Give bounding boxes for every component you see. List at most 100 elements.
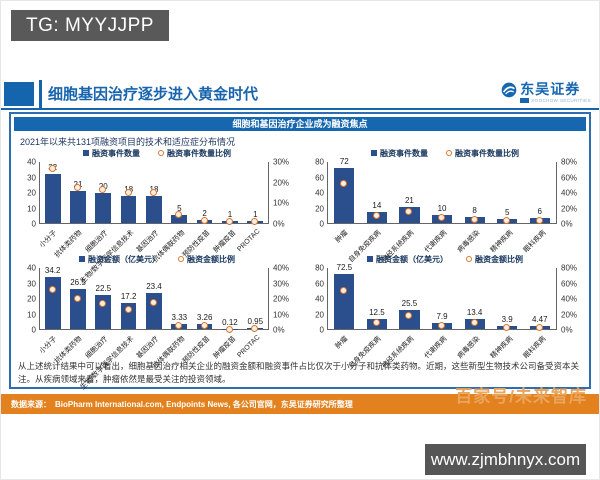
right-axis-ticks: 30% 20% 10% 0% <box>269 158 299 229</box>
legend-item: 融资事件数量 <box>371 148 428 159</box>
x-label-slot: 代谢疾病 <box>424 225 459 254</box>
bar-value-label: 22.5 <box>95 283 112 293</box>
legend-label: 融资事件数量 <box>380 148 428 158</box>
percent-marker <box>48 286 56 294</box>
x-axis-label: 病毒感染 <box>456 335 482 361</box>
axis-tick-label: 20 <box>315 310 324 319</box>
bar-slot: 34.2 <box>40 266 65 329</box>
bar-value-label: 26.5 <box>70 277 86 287</box>
left-axis-ticks: 80 60 40 20 0 <box>303 264 327 335</box>
axis-tick-label: 60 <box>315 173 324 182</box>
axis-tick-label: 10% <box>273 310 290 319</box>
bar-slot: 8 <box>458 162 491 223</box>
legend-label: 融资事件数量比例 <box>167 148 231 158</box>
x-label-slot: 精神疾病 <box>489 225 524 254</box>
percent-marker <box>503 217 511 225</box>
legend-label: 融资金额（亿美元） <box>88 254 160 264</box>
chart-funding-events-by-technology: 融资事件数量融资事件数量比例4030201003221201818521130%… <box>15 147 299 286</box>
bar-slot: 6 <box>523 162 556 224</box>
bar-slot: 5 <box>167 162 192 223</box>
bar <box>171 215 188 223</box>
axis-tick-label: 40 <box>27 157 36 167</box>
chart-funding-events-by-disease: 融资事件数量 融资事件数量比例 80 60 40 20 0 72 14 21 10 8 5 6 80% 60%… <box>303 147 587 265</box>
chart-group-subtitle: 2021年以来共131项融资项目的技术和适应症分布情况 <box>20 137 236 147</box>
bar-value-label: 1 <box>253 210 258 220</box>
axis-tick-label: 20% <box>561 310 578 319</box>
percent-marker <box>251 218 259 226</box>
bar-slot: 1 <box>217 162 242 226</box>
soochow-securities-logo: 东吴证券 SOOCHOW SECURITIES <box>501 82 591 103</box>
left-axis-ticks: 40 30 20 10 0 <box>15 264 39 335</box>
x-axis-labels: 小分子 抗体类药物 细胞治疗 生物/数字医学信息技术 基因治疗 抗体偶联药物 预防性疫苗 肿瘤… <box>38 331 269 391</box>
left-axis-ticks: 80 60 40 20 0 <box>303 158 327 229</box>
bar <box>334 273 355 329</box>
x-axis-labels: 小分子 抗体类药物 细胞治疗 生物/数字医学信息技术 基因治疗 抗体偶联药物 预防性疫苗 肿瘤… <box>38 225 270 285</box>
plot: 32212018185211 <box>39 162 269 226</box>
chart-funding-amount-by-technology: 融资金额（亿美元） 融资金额比例 40 30 20 10 0 34.2 26.5 22.5 17.2… <box>15 253 299 392</box>
percent-marker <box>175 322 183 330</box>
percent-marker <box>48 164 56 172</box>
legend-item: 融资金额（亿美元） <box>367 254 448 265</box>
percent-marker <box>149 298 157 306</box>
axis-tick-label: 40% <box>273 263 290 273</box>
bar-value-label: 21 <box>404 196 414 205</box>
chart-legend: 融资事件数量 融资事件数量比例 <box>303 147 587 159</box>
bar-slot: 0.12 <box>217 268 242 333</box>
x-label-slot: 精神疾病 <box>489 331 524 360</box>
bar-value-label: 72 <box>339 157 349 167</box>
percent-marker <box>405 208 413 216</box>
percent-marker <box>503 323 511 331</box>
section-banner: 细胞和基因治疗企业成为融资焦点 <box>14 117 586 131</box>
bar-slot: 3.9 <box>491 268 524 331</box>
bar <box>95 192 112 223</box>
axis-tick-label: 20% <box>273 294 290 304</box>
bar-series-icon <box>79 256 85 262</box>
right-axis-ticks: 40% 30% 20% 10% 0% <box>269 264 299 335</box>
x-label-slot: 眼科疾病 <box>522 225 557 254</box>
x-label-slot: 神经系统疾病 <box>381 331 426 370</box>
x-label-slot: 肿瘤 <box>327 331 360 353</box>
bar-slot: 12.5 <box>361 268 394 329</box>
percent-series-icon <box>446 150 452 156</box>
legend-label: 融资金额比例 <box>475 254 523 264</box>
bar <box>399 207 420 223</box>
x-label-slot: 代谢疾病 <box>424 331 459 360</box>
percent-marker <box>99 185 107 193</box>
axis-tick-label: 40% <box>561 294 578 304</box>
bar-slot: 0.95 <box>243 268 268 332</box>
legend-label: 融资金额比例 <box>187 254 235 264</box>
bar-value-label: 8 <box>472 205 477 215</box>
bar <box>44 276 61 329</box>
x-axis-label: 肿瘤 <box>334 335 350 351</box>
bar-value-label: 23.4 <box>146 282 162 292</box>
percent-marker <box>438 214 446 222</box>
bar-value-label: 7.9 <box>436 311 448 321</box>
percent-marker <box>225 325 233 333</box>
bar-value-label: 13.4 <box>466 307 483 317</box>
bar-slot: 5 <box>491 162 524 225</box>
plot-area: 40 30 20 10 0 34.2 26.5 22.5 17.2 23.4 3.33 3.26 0.1… <box>15 264 299 335</box>
bar-slot: 72.5 <box>328 263 361 329</box>
percent-marker <box>438 321 446 329</box>
axis-tick-label: 60% <box>561 279 578 288</box>
axis-tick-label: 40 <box>315 294 324 304</box>
percent-marker <box>73 183 81 191</box>
bar-slot: 72 <box>328 157 361 223</box>
logo-chip <box>520 98 530 103</box>
percent-marker <box>372 319 380 327</box>
bar <box>44 174 61 223</box>
bar-value-label: 1 <box>227 210 233 220</box>
x-label-slot: PROTAC <box>236 225 270 253</box>
bar-slot: 26.5 <box>65 268 90 329</box>
x-axis-label: 精神疾病 <box>489 335 515 361</box>
percent-marker <box>535 216 543 224</box>
axis-tick-label: 20 <box>27 188 36 198</box>
bar <box>334 168 355 223</box>
axis-tick-label: 60% <box>561 173 578 182</box>
source-text: BioPharm International.com, Endpoints Ne… <box>55 399 353 409</box>
bar-slot: 32 <box>40 162 65 223</box>
percent-series-icon <box>466 256 472 262</box>
x-axis-label: 病毒感染 <box>456 229 482 255</box>
bar-series-icon <box>83 150 89 156</box>
